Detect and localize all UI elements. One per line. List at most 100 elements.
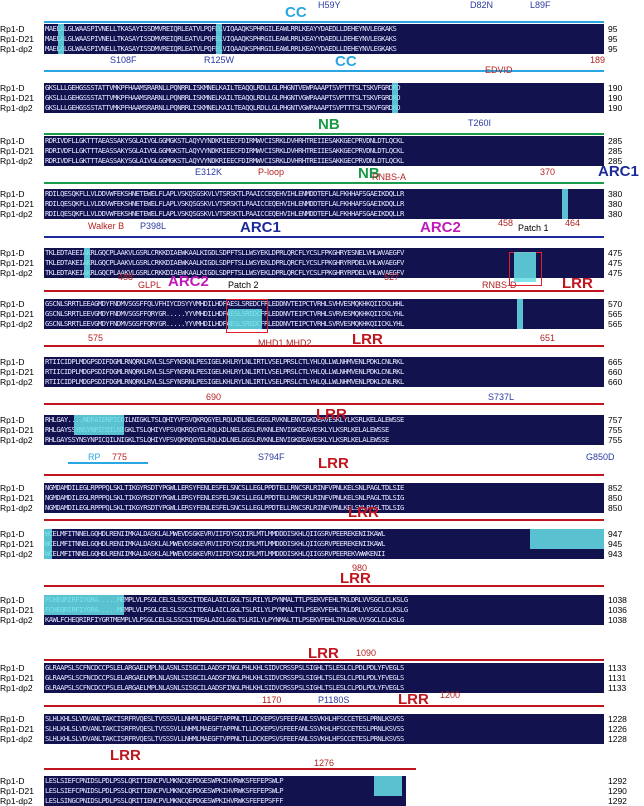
sequence-names: Rp1-D Rp1-D21 Rp1-dp2 [0,24,44,54]
sequence-row: RHLGAYSSYNSYNPICQILNIGKLTSLQHIYVFSVQKRQG… [45,425,389,434]
sequence-names: Rp1-D Rp1-D21 Rp1-dp2 [0,299,44,329]
motif-label: EDVID [485,65,513,75]
end-positions: 570 565 565 [608,299,642,329]
end-positions: 1228 1226 1228 [608,714,642,744]
variant-highlight [374,776,402,796]
motif-label: MHD1 MHD2 [258,338,312,348]
sequence-rows: RDRIVDFLLGKTTTAEASSAKYSGLAIVGLGGMGKSTLAQ… [44,136,604,166]
end-positions: 1292 1290 1292 [608,776,642,806]
position-label: 1200 [440,690,461,700]
sequence-row: RHLGAY....NDFAIENPICQILNIGKLTSLQHIYVFSVQ… [45,415,404,424]
position-label: 575 [88,333,104,343]
end-position: 565 [608,309,623,319]
sequence-names: Rp1-D Rp1-D21 Rp1-dp2 [0,415,44,445]
sequence-row: WCELMFITNNELGQHDLRENIIMKALDASKLALMWEVDSG… [45,539,386,548]
end-position: 947 [608,529,623,539]
sequence-rows: MAELALGLWAASPIVNELLTKASAYISSDMVREIQRLEAT… [44,24,604,54]
sequence-names: Rp1-D Rp1-D21 Rp1-dp2 [0,483,44,513]
sequence-row: NGMDAMDILEGLRPPPQLSKLTIKGYRSDTYPGWLLERSY… [45,493,404,502]
sequence-row: RDILQESQKFLLVLDDVWFEKSHNETEWELFLAPLVSKQS… [45,209,404,218]
nb-label: NB [318,116,340,133]
sequence-row: NGMDAMDILEGLRPPPQLSKLTIKGYRSDTYPGWLLERSY… [45,483,404,492]
sequence-name: Rp1-dp2 [0,319,33,329]
sequence-row: KAWLFCHEQRIRFIYGRTMEMPLVLPSGLCELSLSSCSIT… [45,615,404,624]
lrr-line [44,290,604,292]
sequence-names: Rp1-D Rp1-D21 Rp1-dp2 [0,83,44,113]
end-position: 95 [608,44,618,54]
end-position: 190 [608,93,623,103]
position-label: 458 [498,218,514,228]
end-positions: 1038 1036 1038 [608,595,642,625]
sequence-rows: GSCNLSRRTLEEAGMDYFNDMVSGSFFQLVFHIYCDSYYV… [44,299,604,329]
variant-highlight [530,529,604,549]
lrr-label: LRR [352,331,383,348]
sequence-row: WCELMFITNNELGQHDLRENIIMKALDASKLALMWEVDSG… [45,529,386,538]
motif-label: GLPL [138,280,162,290]
lrr-line [44,585,604,587]
sequence-name: Rp1-D21 [0,673,35,683]
position-label: 370 [540,167,556,177]
sequence-row: GLRAAPSLSCFNCDCCPSLELARGAELMPLNLASNLSISG… [45,683,404,692]
sequence-name: Rp1-dp2 [0,683,33,693]
variant-highlight [216,24,222,54]
sequence-row: GKSLLLGEHGSSSTATTVMKPFHAAMSRARNLLPQNRRLI… [45,83,401,92]
mutation-label: D82N [470,0,494,10]
end-positions: 95 95 95 [608,24,642,54]
sequence-row: SLHLKHLSLVDVANLTAKCISRFRVQESLTVSSSVLLNHM… [45,724,404,733]
sequence-row: MAELALGLWAASPIVNELLTKASAYISSDMVREIQRLEAT… [44,34,604,44]
sequence-name: Rp1-dp2 [0,268,33,278]
sequence-name: Rp1-D21 [0,34,35,44]
end-position: 660 [608,377,623,387]
lrr-label: LRR [562,275,593,292]
sequence-names: Rp1-D Rp1-D21 Rp1-dp2 [0,714,44,744]
sequence-row: GSCNLSRRTLEEVGMDYFNDMVSGSFFQRYGR.....YYV… [45,319,404,328]
arc2-label: ARC2 [420,219,461,236]
sequence-names: Rp1-D Rp1-D21 Rp1-dp2 [0,529,44,559]
mutation-label: L89F [530,0,551,10]
variant-highlight [44,529,52,559]
lrr-label: LRR [110,747,141,764]
end-position: 757 [608,415,623,425]
sequence-row: TKLEDTAEEIAKRLGQCPLAAKVLGSRLCRKKDIAEWKAA… [45,248,404,257]
mutation-label: S108F [110,55,137,65]
sequence-name: Rp1-dp2 [0,44,33,54]
sequence-name: Rp1-dp2 [0,734,33,744]
variant-highlight [44,595,124,615]
position-label: 980 [352,563,368,573]
sequence-name: Rp1-dp2 [0,103,33,113]
lrr-line [44,519,604,521]
end-position: 380 [608,199,623,209]
position-label: 1090 [356,648,377,658]
sequence-name: Rp1-dp2 [0,435,33,445]
motif-label: Patch 1 [518,223,549,233]
end-position: 755 [608,425,623,435]
sequence-name: Rp1-D [0,357,25,367]
motif-label: RNBS-D [482,280,517,290]
rp-underline [68,462,148,464]
nb-label: NB [358,165,380,182]
sequence-rows: SLHLKHLSLVDVANLTAKCISRFRVQESLTVSSSVLLNHM… [44,714,604,744]
arc1-label: ARC1 [240,219,281,236]
mutation-label: S737L [488,392,515,402]
sequence-name: Rp1-D21 [0,786,35,796]
sequence-names: Rp1-D Rp1-D21 Rp1-dp2 [0,663,44,693]
position-label: 527 [384,272,400,282]
end-position: 565 [608,319,623,329]
end-position: 660 [608,367,623,377]
end-position: 95 [608,24,618,34]
end-position: 852 [608,483,623,493]
sequence-row: LESLSIEFCPNIDSLPDLPSSLQRITIENCPVLMKNCQEP… [45,776,284,785]
sequence-rows: TKLEDTAEEIAKRLGQCPLAAKVLGSRLCRKKDIAEWKAA… [44,248,604,278]
end-position: 1133 [608,663,627,673]
sequence-row: LESLSIEFCPNIDSLPDLPSSLQRITIENCPVLMKNCQEP… [45,786,284,795]
sequence-rows: NGMDAMDILEGLRPPPQLSKLTIKGYRSDTYPGWLLERSY… [44,483,604,513]
sequence-rows: RHLGAY....NDFAIENPICQILNIGKLTSLQHIYVFSVQ… [44,415,604,445]
sequence-row: NGMDAMDILEGLRPPPQLSKLTIKGYRSDTYPGWLLERSY… [45,503,404,512]
sequence-row: FCHEQRIRFIYGRA.....MEMPLVLPSGLCELSLSSCSI… [45,605,408,614]
cc-label: CC [285,4,307,21]
sequence-name: Rp1-dp2 [0,549,33,559]
sequence-name: Rp1-D [0,776,25,786]
position-label: 651 [540,333,556,343]
motif-label: RP [88,452,101,462]
end-position: 475 [608,268,623,278]
